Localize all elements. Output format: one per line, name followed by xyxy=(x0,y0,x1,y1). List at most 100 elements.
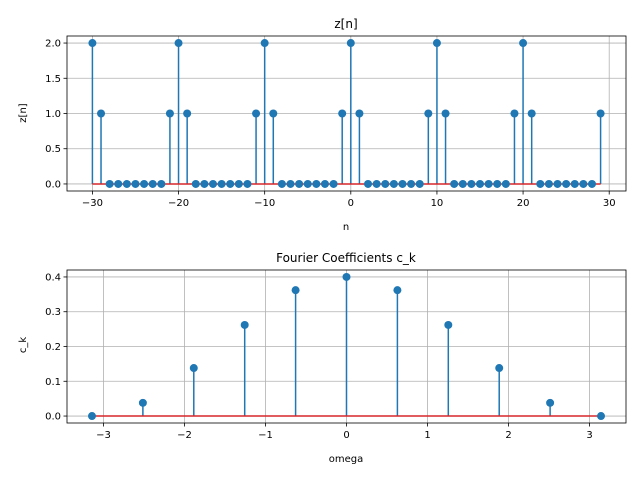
x-tick-label: 10 xyxy=(431,198,444,209)
y-tick-label: 1.5 xyxy=(45,74,61,85)
chart-z-n-y-ticks: 0.0 0.5 1.0 1.5 2.0 xyxy=(45,39,67,190)
stem-marker xyxy=(277,179,286,188)
x-tick-label: 0 xyxy=(348,198,354,209)
stem-marker xyxy=(226,179,235,188)
stem-marker xyxy=(346,39,355,48)
stem-marker xyxy=(562,179,571,188)
y-tick-label: 0.4 xyxy=(45,272,61,283)
x-tick-label: 3 xyxy=(586,430,592,441)
stem-marker xyxy=(476,179,485,188)
stem-marker xyxy=(493,179,502,188)
stem-marker xyxy=(596,109,605,118)
stem-marker xyxy=(579,179,588,188)
y-tick-label: 0.1 xyxy=(45,377,61,388)
stem-marker xyxy=(597,412,606,421)
stem-marker xyxy=(424,109,433,118)
stem-marker xyxy=(407,179,416,188)
stem-marker xyxy=(114,179,123,188)
stem-marker xyxy=(200,179,209,188)
stem-marker xyxy=(398,179,407,188)
stem-marker xyxy=(432,39,441,48)
stem-marker xyxy=(510,109,519,118)
stem-marker xyxy=(329,179,338,188)
x-tick-label: 0 xyxy=(343,430,349,441)
chart-z-n: −30 −20 −10 0 10 20 30 0.00.51.01.52.0 z[n] n … xyxy=(18,17,627,233)
stem-marker xyxy=(217,179,226,188)
stem-marker xyxy=(87,412,96,421)
chart-z-n-title: z[n] xyxy=(334,17,357,31)
stem-marker xyxy=(372,179,381,188)
stem-marker xyxy=(519,39,528,48)
stem-marker xyxy=(148,179,157,188)
stem-marker xyxy=(234,179,243,188)
stem-marker xyxy=(303,179,312,188)
stem-marker xyxy=(183,109,192,118)
stem-marker xyxy=(536,179,545,188)
stem-marker xyxy=(444,320,453,329)
y-tick-label: 2.0 xyxy=(45,39,61,50)
stem-marker xyxy=(544,179,553,188)
stem-marker xyxy=(570,179,579,188)
stem-marker xyxy=(105,179,114,188)
stem-marker xyxy=(415,179,424,188)
stem-marker xyxy=(165,109,174,118)
y-tick-label: 0.0 xyxy=(45,179,61,190)
stem-marker xyxy=(364,179,373,188)
chart-fourier-coefficients: −3 −2 −1 0 1 2 3 0.0 0.1 0.2 0.3 0.4 Fourier Coeff… xyxy=(18,251,627,465)
stem-marker xyxy=(441,109,450,118)
chart-fourier-ylabel: c_k xyxy=(18,337,29,353)
stem-marker xyxy=(393,286,402,295)
y-tick-label: 0.3 xyxy=(45,307,61,318)
y-tick-label: 1.0 xyxy=(45,109,61,120)
x-tick-label: −1 xyxy=(258,430,273,441)
x-tick-label: 30 xyxy=(603,198,616,209)
stem-marker xyxy=(140,179,149,188)
stem-marker xyxy=(450,179,459,188)
stem-marker xyxy=(97,109,106,118)
stem-marker xyxy=(389,179,398,188)
stem-marker xyxy=(122,179,131,188)
x-tick-label: −2 xyxy=(177,430,192,441)
chart-fourier-xlabel: omega xyxy=(329,454,364,465)
chart-fourier-y-ticks: 0.0 0.1 0.2 0.3 0.4 xyxy=(45,272,67,423)
stem-marker xyxy=(527,109,536,118)
stem-marker xyxy=(501,179,510,188)
stem-marker xyxy=(189,364,198,373)
x-tick-label: −20 xyxy=(168,198,189,209)
x-tick-label: −10 xyxy=(254,198,275,209)
stem-marker xyxy=(553,179,562,188)
stem-marker xyxy=(546,398,555,407)
chart-z-n-x-ticks: −30 −20 −10 0 10 20 30 xyxy=(82,191,616,209)
stem-marker xyxy=(88,39,97,48)
chart-fourier-title: Fourier Coefficients c_k xyxy=(276,251,416,265)
x-tick-label: −30 xyxy=(82,198,103,209)
stem-marker xyxy=(138,398,147,407)
x-tick-label: 20 xyxy=(517,198,530,209)
stem-marker xyxy=(208,179,217,188)
stem-marker xyxy=(157,179,166,188)
x-tick-label: −3 xyxy=(96,430,111,441)
stem-marker xyxy=(320,179,329,188)
stem-marker xyxy=(484,179,493,188)
x-tick-label: 2 xyxy=(505,430,511,441)
stem-marker xyxy=(252,109,261,118)
y-tick-label: 0.0 xyxy=(45,412,61,423)
stem-marker xyxy=(338,109,347,118)
chart-fourier-x-ticks: −3 −2 −1 0 1 2 3 xyxy=(96,423,593,441)
chart-z-n-xlabel: n xyxy=(343,222,349,233)
stem-marker xyxy=(240,320,249,329)
stem-marker xyxy=(355,109,364,118)
stem-marker xyxy=(291,286,300,295)
stem-marker xyxy=(269,109,278,118)
stem-marker xyxy=(295,179,304,188)
stem-marker xyxy=(467,179,476,188)
chart-z-n-stems xyxy=(88,39,605,188)
stem-marker xyxy=(381,179,390,188)
stem-marker xyxy=(260,39,269,48)
y-tick-label: 0.2 xyxy=(45,342,61,353)
chart-z-n-ylabel: z[n] xyxy=(18,103,29,122)
stem-marker xyxy=(312,179,321,188)
stem-marker xyxy=(495,364,504,373)
